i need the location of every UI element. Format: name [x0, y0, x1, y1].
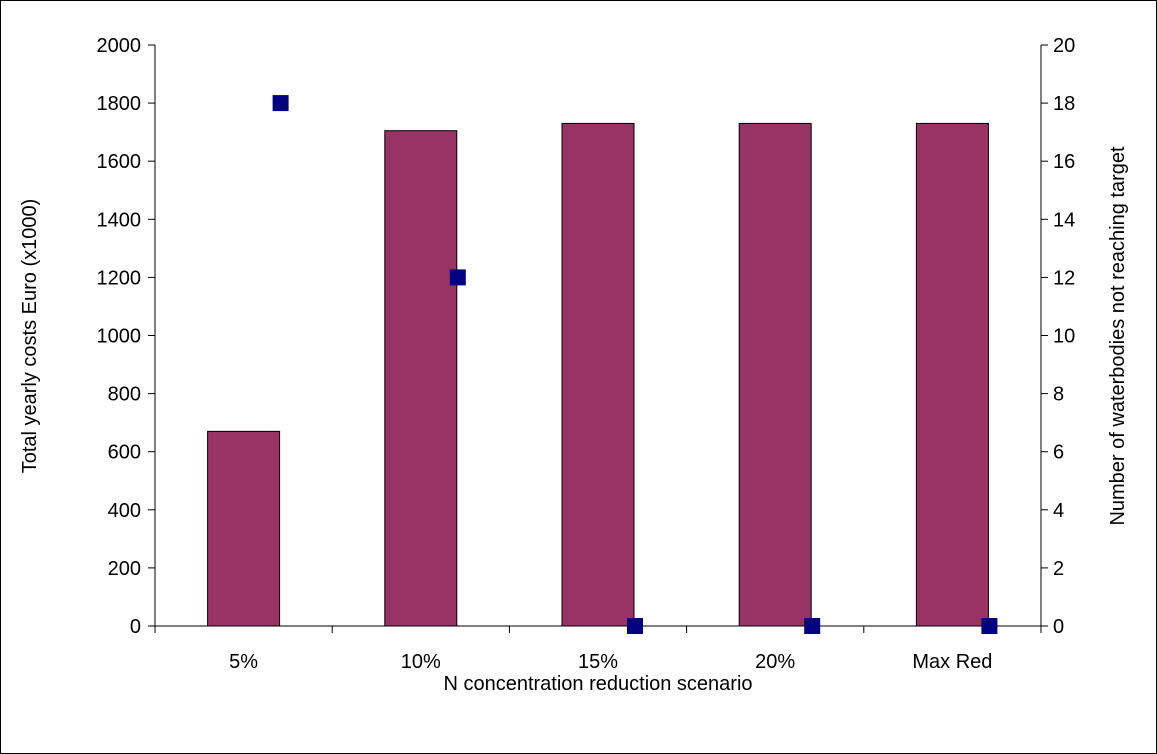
y-tick-label: 1800: [97, 93, 142, 115]
axes-layer: [148, 44, 1048, 633]
marker: [627, 618, 643, 634]
bar: [561, 122, 635, 627]
y-tick-label: 1400: [97, 209, 142, 231]
x-axis-title: N concentration reduction scenario: [443, 673, 752, 695]
y2-tick-label: 4: [1053, 500, 1064, 522]
x-tick-label: 15%: [578, 651, 618, 673]
y-tick-label: 200: [108, 558, 141, 580]
y2-tick-label: 18: [1053, 93, 1075, 115]
labels-layer: 0 200 400 600 800 1000 1200 1400 1600 1800 2000 0 2 4…: [97, 35, 1076, 673]
y2-tick-label: 16: [1053, 151, 1075, 173]
y-tick-label: 800: [108, 384, 141, 406]
x-tick-label: 20%: [755, 651, 795, 673]
y2-tick-label: 2: [1053, 558, 1064, 580]
marker: [804, 618, 821, 634]
y-axis-title: Total yearly costs Euro (x1000): [19, 199, 41, 474]
marker: [449, 269, 466, 286]
y2-tick-label: 6: [1053, 442, 1064, 464]
y-tick-label: 1000: [97, 326, 142, 348]
y2-tick-label: 0: [1053, 616, 1064, 638]
marker: [981, 618, 998, 634]
x-tick-label: 10%: [401, 651, 441, 673]
y2-axis-title: Number of waterbodies not reaching targe…: [1107, 146, 1129, 526]
bar: [384, 130, 458, 627]
y2-tick-label: 20: [1053, 35, 1075, 57]
y2-tick-label: 8: [1053, 384, 1064, 406]
bar: [207, 430, 281, 627]
y2-tick-label: 12: [1053, 267, 1075, 289]
y-tick-label: 400: [108, 500, 141, 522]
y-tick-label: 600: [108, 442, 141, 464]
markers-layer: [272, 95, 998, 634]
marker: [272, 95, 289, 112]
bar: [915, 122, 989, 627]
y-tick-label: 2000: [97, 35, 142, 57]
x-tick-label: 5%: [229, 651, 258, 673]
y2-tick-label: 14: [1053, 209, 1075, 231]
bars-layer: [207, 122, 989, 627]
bar: [738, 122, 812, 627]
y2-tick-label: 10: [1053, 326, 1075, 348]
y-tick-label: 0: [130, 616, 141, 638]
x-tick-label: Max Red: [912, 651, 992, 673]
y-tick-label: 1600: [97, 151, 142, 173]
y-tick-label: 1200: [97, 267, 142, 289]
